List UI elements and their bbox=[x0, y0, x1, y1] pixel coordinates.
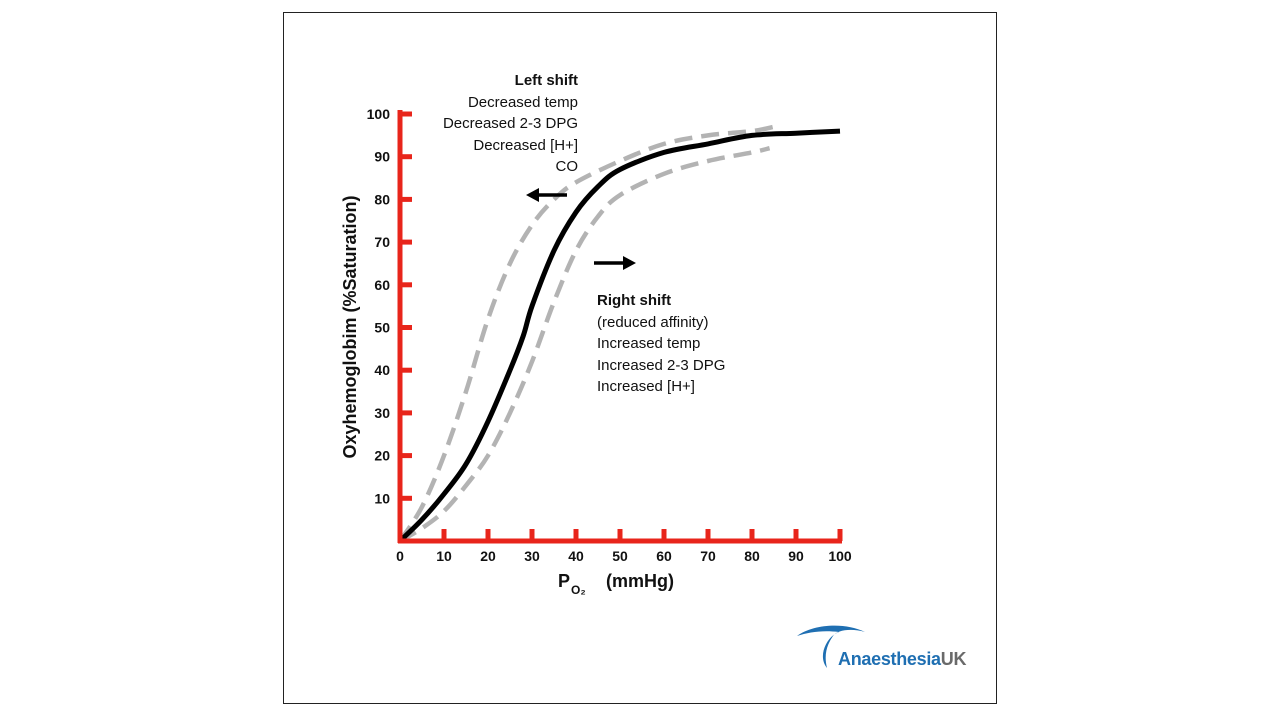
y-axis-label: Oxyhemoglobim (%Saturation) bbox=[340, 195, 360, 458]
normal-curve bbox=[398, 128, 841, 543]
left-shift-title: Left shift bbox=[514, 72, 578, 89]
right-shift-line: Increased temp bbox=[597, 335, 701, 352]
x-tick-label: 0 bbox=[396, 548, 404, 564]
logo-text: AnaesthesiaUK bbox=[838, 649, 966, 670]
logo-swoosh-icon bbox=[797, 625, 865, 668]
left-shift-arrow-head bbox=[526, 188, 539, 202]
x-tick-label: 100 bbox=[828, 548, 852, 564]
right-shift-line: (reduced affinity) bbox=[597, 313, 709, 331]
y-tick-label: 10 bbox=[374, 490, 390, 506]
y-tick-label: 70 bbox=[374, 234, 390, 250]
series-layer bbox=[398, 124, 841, 543]
left-shift-line: Decreased temp bbox=[467, 93, 578, 111]
y-tick-label: 80 bbox=[374, 191, 390, 207]
x-tick-label: 20 bbox=[480, 548, 496, 564]
x-tick-label: 90 bbox=[788, 548, 804, 564]
logo-text-a: Anaesthesia bbox=[838, 649, 941, 669]
shift-curve-2 bbox=[398, 146, 771, 543]
left-shift-annotation: Left shift Decreased temp Decreased 2-3 … bbox=[400, 70, 578, 178]
x-tick-label: 60 bbox=[656, 548, 672, 564]
x-tick-label: 10 bbox=[436, 548, 452, 564]
y-tick-label: 50 bbox=[374, 320, 390, 336]
x-axis-label-unit: (mmHg) bbox=[606, 571, 674, 591]
y-tick-label: 20 bbox=[374, 448, 390, 464]
right-shift-annotation: Right shift (reduced affinity) Increased… bbox=[597, 290, 725, 398]
shift-curve-1 bbox=[398, 124, 775, 543]
y-tick-label: 30 bbox=[374, 405, 390, 421]
y-tick-label: 90 bbox=[374, 149, 390, 165]
x-tick-label: 50 bbox=[612, 548, 628, 564]
right-shift-title: Right shift bbox=[597, 292, 672, 309]
logo-text-b: UK bbox=[940, 649, 967, 669]
x-tick-label: 80 bbox=[744, 548, 760, 564]
x-tick-label: 30 bbox=[524, 548, 540, 564]
x-axis-label-p: P bbox=[558, 571, 570, 591]
y-tick-label: 100 bbox=[367, 106, 391, 122]
arrow-layer bbox=[526, 188, 636, 270]
right-shift-line: Increased 2-3 DPG bbox=[597, 356, 726, 374]
left-shift-line: Decreased 2-3 DPG bbox=[442, 115, 578, 132]
right-shift-arrow-head bbox=[623, 256, 636, 270]
left-shift-line: Decreased [H+] bbox=[473, 136, 578, 154]
anaesthesia-uk-logo: AnaesthesiaUK bbox=[793, 622, 978, 678]
x-tick-label: 70 bbox=[700, 548, 716, 564]
x-tick-label: 40 bbox=[568, 548, 584, 564]
x-axis-label-sub: O₂ bbox=[571, 583, 586, 597]
axis-layer: 0 10 20 30 40 50 60 70 80 90 100 10 20 30 40 50 60 70 80 90… bbox=[367, 106, 852, 564]
right-shift-line: Increased [H+] bbox=[597, 378, 695, 395]
y-tick-label: 40 bbox=[374, 362, 390, 378]
left-shift-line: CO bbox=[555, 158, 579, 175]
x-axis-label: P O₂ (mmHg) bbox=[558, 571, 674, 597]
y-tick-label: 60 bbox=[374, 277, 390, 293]
